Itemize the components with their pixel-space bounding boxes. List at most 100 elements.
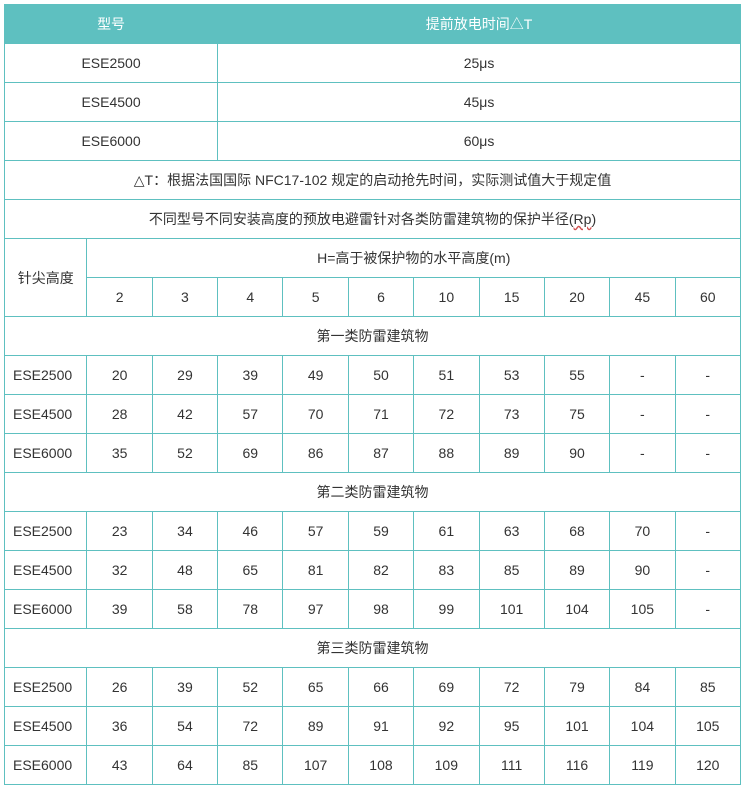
group-title-1: 第二类防雷建筑物 <box>5 473 741 512</box>
val-0-2-9: - <box>675 434 740 473</box>
val-2-1-1: 54 <box>152 707 217 746</box>
val-0-2-2: 69 <box>218 434 283 473</box>
model-name-1: ESE4500 <box>5 83 218 122</box>
rp-text: Rp <box>574 211 592 227</box>
val-2-1-5: 92 <box>414 707 479 746</box>
val-1-0-2: 46 <box>218 512 283 551</box>
lightning-protection-table: 型号提前放电时间△TESE250025μsESE450045μsESE60006… <box>4 4 741 785</box>
val-2-1-4: 91 <box>348 707 413 746</box>
height-col-2: 4 <box>218 278 283 317</box>
val-0-0-1: 29 <box>152 356 217 395</box>
val-2-2-8: 119 <box>610 746 675 785</box>
val-1-1-9: - <box>675 551 740 590</box>
val-0-0-6: 53 <box>479 356 544 395</box>
val-0-1-8: - <box>610 395 675 434</box>
val-1-2-3: 97 <box>283 590 348 629</box>
model-dt-0: 25μs <box>218 44 741 83</box>
val-1-2-8: 105 <box>610 590 675 629</box>
row-name-0-0: ESE2500 <box>5 356 87 395</box>
note-dt: △T：根据法国国际 NFC17-102 规定的启动抢先时间，实际测试值大于规定值 <box>5 161 741 200</box>
height-col-9: 60 <box>675 278 740 317</box>
val-2-1-9: 105 <box>675 707 740 746</box>
row-name-2-1: ESE4500 <box>5 707 87 746</box>
val-0-1-0: 28 <box>87 395 152 434</box>
val-2-2-9: 120 <box>675 746 740 785</box>
height-col-5: 10 <box>414 278 479 317</box>
val-2-1-0: 36 <box>87 707 152 746</box>
group-title-0: 第一类防雷建筑物 <box>5 317 741 356</box>
height-col-3: 5 <box>283 278 348 317</box>
model-name-2: ESE6000 <box>5 122 218 161</box>
row-name-2-2: ESE6000 <box>5 746 87 785</box>
height-col-7: 20 <box>544 278 609 317</box>
val-2-2-3: 107 <box>283 746 348 785</box>
val-1-1-6: 85 <box>479 551 544 590</box>
val-1-1-1: 48 <box>152 551 217 590</box>
val-1-1-7: 89 <box>544 551 609 590</box>
height-col-6: 15 <box>479 278 544 317</box>
val-0-0-5: 51 <box>414 356 479 395</box>
val-0-1-9: - <box>675 395 740 434</box>
val-2-0-7: 79 <box>544 668 609 707</box>
val-2-1-2: 72 <box>218 707 283 746</box>
val-1-2-5: 99 <box>414 590 479 629</box>
val-0-0-2: 39 <box>218 356 283 395</box>
height-col-4: 6 <box>348 278 413 317</box>
val-2-0-2: 52 <box>218 668 283 707</box>
val-0-2-7: 90 <box>544 434 609 473</box>
val-1-0-3: 57 <box>283 512 348 551</box>
row-name-2-0: ESE2500 <box>5 668 87 707</box>
val-0-2-0: 35 <box>87 434 152 473</box>
val-0-0-4: 50 <box>348 356 413 395</box>
val-1-1-8: 90 <box>610 551 675 590</box>
val-1-0-9: - <box>675 512 740 551</box>
val-1-2-9: - <box>675 590 740 629</box>
val-0-1-3: 70 <box>283 395 348 434</box>
col-header-model: 型号 <box>5 5 218 44</box>
val-0-0-7: 55 <box>544 356 609 395</box>
val-0-1-5: 72 <box>414 395 479 434</box>
val-1-1-0: 32 <box>87 551 152 590</box>
row-name-0-2: ESE6000 <box>5 434 87 473</box>
val-2-0-0: 26 <box>87 668 152 707</box>
val-0-1-4: 71 <box>348 395 413 434</box>
val-2-2-5: 109 <box>414 746 479 785</box>
model-dt-1: 45μs <box>218 83 741 122</box>
val-2-2-2: 85 <box>218 746 283 785</box>
val-1-1-5: 83 <box>414 551 479 590</box>
col-header-dt: 提前放电时间△T <box>218 5 741 44</box>
row-name-0-1: ESE4500 <box>5 395 87 434</box>
val-1-0-4: 59 <box>348 512 413 551</box>
val-2-0-9: 85 <box>675 668 740 707</box>
val-0-1-2: 57 <box>218 395 283 434</box>
val-2-0-3: 65 <box>283 668 348 707</box>
val-1-2-2: 78 <box>218 590 283 629</box>
val-1-2-6: 101 <box>479 590 544 629</box>
row-name-1-1: ESE4500 <box>5 551 87 590</box>
note-rp: 不同型号不同安装高度的预放电避雷针对各类防雷建筑物的保护半径(Rp) <box>5 200 741 239</box>
val-1-0-0: 23 <box>87 512 152 551</box>
val-2-0-1: 39 <box>152 668 217 707</box>
val-1-1-2: 65 <box>218 551 283 590</box>
val-0-1-6: 73 <box>479 395 544 434</box>
val-2-1-6: 95 <box>479 707 544 746</box>
val-2-1-3: 89 <box>283 707 348 746</box>
val-2-2-6: 111 <box>479 746 544 785</box>
val-0-2-4: 87 <box>348 434 413 473</box>
row-name-1-0: ESE2500 <box>5 512 87 551</box>
val-0-2-6: 89 <box>479 434 544 473</box>
h-header: H=高于被保护物的水平高度(m) <box>87 239 741 278</box>
val-0-2-3: 86 <box>283 434 348 473</box>
height-col-0: 2 <box>87 278 152 317</box>
val-2-2-4: 108 <box>348 746 413 785</box>
val-2-0-4: 66 <box>348 668 413 707</box>
val-2-2-1: 64 <box>152 746 217 785</box>
row-name-1-2: ESE6000 <box>5 590 87 629</box>
val-0-2-5: 88 <box>414 434 479 473</box>
tip-height-header: 针尖高度 <box>5 239 87 317</box>
val-2-0-8: 84 <box>610 668 675 707</box>
model-name-0: ESE2500 <box>5 44 218 83</box>
val-1-0-7: 68 <box>544 512 609 551</box>
val-1-2-7: 104 <box>544 590 609 629</box>
val-2-0-6: 72 <box>479 668 544 707</box>
